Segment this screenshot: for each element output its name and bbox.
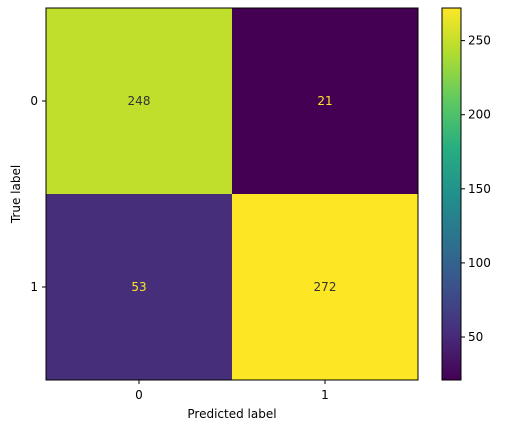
y-tick-label: 0 <box>30 94 38 108</box>
plot-frame <box>45 7 419 381</box>
y-tick-label: 1 <box>30 280 38 294</box>
colorbar-frame <box>441 7 462 381</box>
x-tick-label: 0 <box>135 388 143 402</box>
heatmap-cell <box>46 194 232 380</box>
x-tick-label: 1 <box>321 388 329 402</box>
colorbar-tick-label: 200 <box>468 108 491 122</box>
y-axis-ticks: 01 <box>30 94 46 294</box>
heatmap-cell <box>232 8 418 194</box>
heatmap-cell <box>232 194 418 380</box>
colorbar-tick-label: 150 <box>468 182 491 196</box>
cell-value-label: 21 <box>317 94 332 108</box>
colorbar <box>442 8 461 380</box>
heatmap-cell-labels: 248 21 53 272 <box>128 94 337 294</box>
cell-value-label: 248 <box>128 94 151 108</box>
heatmap-cells <box>46 8 418 380</box>
cell-value-label: 272 <box>314 280 337 294</box>
colorbar-tick-label: 250 <box>468 34 491 48</box>
colorbar-ticks: 50 100 150 200 250 <box>461 34 491 344</box>
colorbar-tick-label: 100 <box>468 256 491 270</box>
cell-value-label: 53 <box>131 280 146 294</box>
x-axis-label: Predicted label <box>187 407 276 421</box>
heatmap-cell <box>46 8 232 194</box>
y-axis-label: True label <box>9 165 23 224</box>
colorbar-tick-label: 50 <box>468 330 483 344</box>
